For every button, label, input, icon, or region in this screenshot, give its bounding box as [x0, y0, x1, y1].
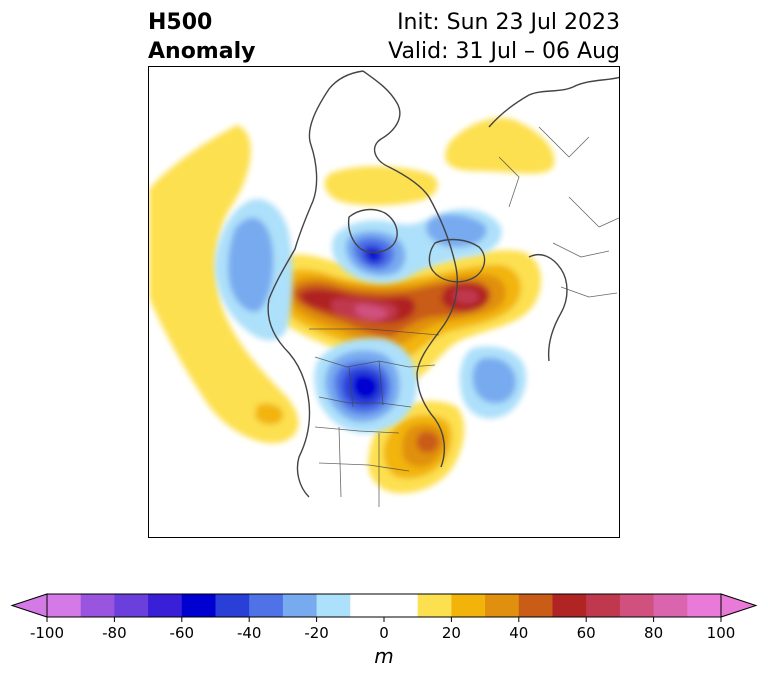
colorbar-tick-label: -100: [30, 624, 64, 642]
anomaly-contour: [472, 357, 517, 404]
hudson-bay-coastline: [347, 208, 398, 254]
colorbar-extend-low: [10, 593, 48, 618]
anomaly-contour: [149, 125, 299, 444]
colorbar-swatch: [114, 594, 149, 617]
greenland-coastline: [428, 238, 486, 283]
border-line: [318, 396, 412, 408]
east-coast: [416, 196, 458, 468]
colorbar-swatch: [485, 594, 520, 617]
map-panel: [148, 66, 620, 538]
colorbar-swatch: [350, 594, 419, 617]
anomaly-contour: [453, 289, 479, 304]
colorbar: -100 -80 -60 -40 -20 0 20 40 60 80 100 m: [0, 585, 768, 684]
anomaly-map: [149, 70, 619, 507]
colorbar-tick-label: 40: [509, 624, 528, 642]
title-field-type: Anomaly: [148, 39, 256, 64]
colorbar-swatch: [417, 594, 452, 617]
colorbar-swatch: [249, 594, 284, 617]
colorbar-swatch: [619, 594, 655, 617]
anomaly-contour: [445, 117, 555, 174]
colorbar-extend-high: [720, 593, 758, 618]
anomaly-contour: [324, 166, 438, 206]
border-line: [498, 126, 619, 228]
title-field-name: H500: [148, 10, 213, 35]
map-title-left: H500 Anomaly: [148, 8, 255, 66]
coastline-layer: [267, 70, 619, 507]
map-title-right: Init: Sun 23 Jul 2023 Valid: 31 Jul – 06…: [388, 8, 620, 66]
anomaly-contour: [228, 217, 274, 312]
north-america-coastline: [267, 298, 311, 498]
colorbar-tick-label: 0: [379, 624, 389, 642]
colorbar-swatch: [653, 594, 688, 617]
colorbar-swatch: [552, 594, 587, 617]
negative-anomaly-layer: [214, 198, 527, 434]
colorbar-unit-label: m: [374, 644, 394, 668]
colorbar-swatch: [282, 594, 318, 617]
border-line: [348, 360, 384, 408]
colorbar-swatch: [80, 594, 115, 617]
colorbar-swatch: [181, 594, 216, 617]
colorbar-swatch: [316, 594, 351, 617]
border-line: [314, 426, 410, 507]
arctic-coastline: [362, 70, 430, 198]
colorbar-swatch: [687, 594, 722, 617]
europe-coastline: [528, 253, 568, 362]
colorbar-tick-label: -80: [102, 624, 127, 642]
border-line: [552, 242, 618, 298]
colorbar-tick-label: 80: [644, 624, 663, 642]
north-america-coastline: [268, 70, 364, 300]
title-init-date: Init: Sun 23 Jul 2023: [397, 10, 620, 35]
colorbar-tick-label: 100: [707, 624, 736, 642]
anomaly-contour: [416, 431, 439, 453]
border-line: [309, 328, 440, 336]
colorbar-swatch: [586, 594, 621, 617]
colorbar-swatch: [451, 594, 486, 617]
colorbar-swatch: [215, 594, 250, 617]
anomaly-contour: [353, 375, 378, 399]
colorbar-swatch: [148, 594, 183, 617]
positive-anomaly-layer: [149, 117, 555, 494]
colorbar-tick-label: -20: [304, 624, 329, 642]
anomaly-contour: [255, 403, 284, 425]
anomaly-contour: [354, 304, 388, 320]
colorbar-swatch: [47, 594, 82, 617]
colorbar-tick-label: 60: [577, 624, 596, 642]
colorbar-tick-label: 20: [442, 624, 461, 642]
colorbar-swatch: [518, 594, 553, 617]
eurasia-coastline: [488, 76, 619, 128]
colorbar-graphic: -100 -80 -60 -40 -20 0 20 40 60 80 100: [10, 593, 758, 642]
colorbar-tick-label: -40: [237, 624, 262, 642]
colorbar-tick-label: -60: [170, 624, 195, 642]
title-valid-range: Valid: 31 Jul – 06 Aug: [388, 39, 620, 64]
